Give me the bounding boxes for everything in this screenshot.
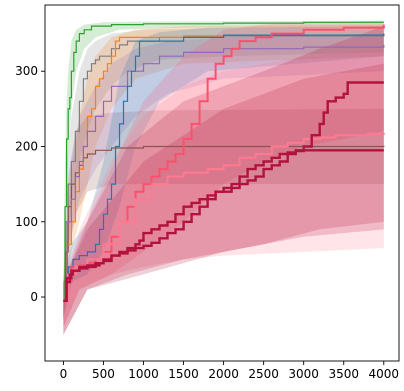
series-5-line xyxy=(63,33,385,302)
x-tick-label-5: 2500 xyxy=(248,367,279,381)
series-1-line xyxy=(63,33,385,302)
x-tick-label-4: 2000 xyxy=(208,367,239,381)
x-tick-label-1: 500 xyxy=(92,367,115,381)
x-tick-label-0: 0 xyxy=(60,367,68,381)
series-5-band xyxy=(63,26,384,320)
x-tick-label-3: 1500 xyxy=(168,367,199,381)
series-3-band xyxy=(63,24,384,320)
series-0-line xyxy=(63,21,384,302)
y-tick-label-0: 0 xyxy=(30,290,38,304)
x-tick-label-7: 3500 xyxy=(328,367,359,381)
y-tick-label-3: 300 xyxy=(15,64,38,78)
x-tick-label-2: 1000 xyxy=(128,367,159,381)
x-tick-label-8: 4000 xyxy=(369,367,400,381)
series-4-band xyxy=(63,33,384,320)
series-7-line xyxy=(63,132,385,302)
series-1-band xyxy=(63,26,384,320)
plot-frame xyxy=(44,4,400,362)
y-tick-label-1: 100 xyxy=(15,215,38,229)
axes: 0 500 1000 1500 2000 2500 3000 3500 4000 0 100 200 3… xyxy=(15,4,400,381)
series-4-line xyxy=(63,44,385,302)
series-lines xyxy=(63,21,385,302)
series-6-line xyxy=(63,24,385,302)
series-9-band xyxy=(63,63,384,335)
x-tick-label-6: 3000 xyxy=(288,367,319,381)
series-6-band xyxy=(63,20,384,328)
series-8-band xyxy=(63,26,384,335)
series-2-band xyxy=(63,108,384,320)
series-9-line xyxy=(63,149,384,302)
y-tick-label-2: 200 xyxy=(15,139,38,153)
